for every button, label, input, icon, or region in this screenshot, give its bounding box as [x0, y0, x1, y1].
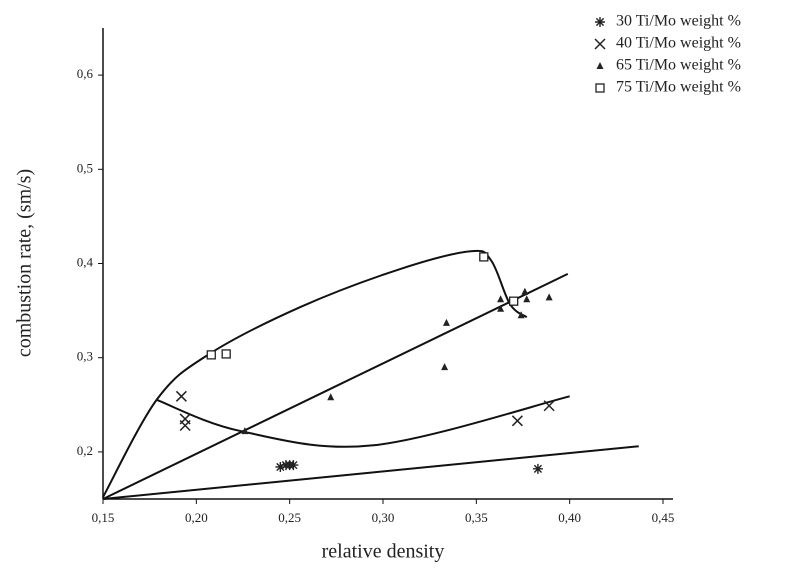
- legend-marker: [595, 83, 605, 93]
- y-tick-label: 0,6: [77, 66, 94, 81]
- fit-curve: [156, 395, 570, 448]
- y-tick-label: 0,5: [77, 160, 93, 175]
- data-point: [545, 293, 553, 301]
- data-point: [497, 295, 505, 303]
- data-point: [521, 287, 529, 295]
- x-tick-label: 0,45: [652, 510, 675, 525]
- y-tick-label: 0,3: [77, 349, 93, 364]
- data-point: [275, 461, 286, 472]
- legend-label: 65 Ti/Mo weight %: [616, 57, 741, 74]
- data-point: [511, 415, 523, 427]
- fit-curve: [102, 445, 639, 500]
- legend-label: 30 Ti/Mo weight %: [616, 13, 741, 30]
- data-point: [442, 318, 450, 326]
- legend-marker: [595, 17, 605, 27]
- data-point: [441, 363, 449, 371]
- legend-marker: [596, 62, 604, 69]
- y-axis-title: combustion rate, (sm/s): [14, 169, 36, 357]
- data-point: [221, 349, 231, 359]
- x-tick-label: 0,35: [465, 510, 488, 525]
- x-tick-label: 0,40: [558, 510, 581, 525]
- data-point: [288, 460, 299, 471]
- data-point: [523, 295, 531, 303]
- legend-label: 40 Ti/Mo weight %: [616, 35, 741, 52]
- data-point: [479, 252, 489, 262]
- data-point: [509, 296, 519, 306]
- data-point: [543, 400, 555, 412]
- data-point: [497, 304, 505, 312]
- data-point: [206, 350, 216, 360]
- legend-label: 75 Ti/Mo weight %: [616, 79, 741, 96]
- data-point: [327, 393, 335, 401]
- data-point: [517, 311, 525, 319]
- x-axis-title: relative density: [322, 541, 445, 563]
- data-point: [175, 390, 187, 402]
- legend-marker: [594, 38, 606, 50]
- x-tick-label: 0,15: [92, 510, 115, 525]
- y-tick-label: 0,4: [77, 254, 94, 269]
- y-tick-label: 0,2: [77, 443, 93, 458]
- data-point: [179, 419, 191, 432]
- fit-curve: [102, 272, 569, 500]
- x-tick-label: 0,20: [185, 510, 208, 525]
- data-point: [241, 427, 249, 435]
- x-tick-label: 0,25: [278, 510, 301, 525]
- x-tick-label: 0,30: [372, 510, 395, 525]
- data-point: [532, 463, 543, 474]
- fit-curve: [102, 249, 528, 498]
